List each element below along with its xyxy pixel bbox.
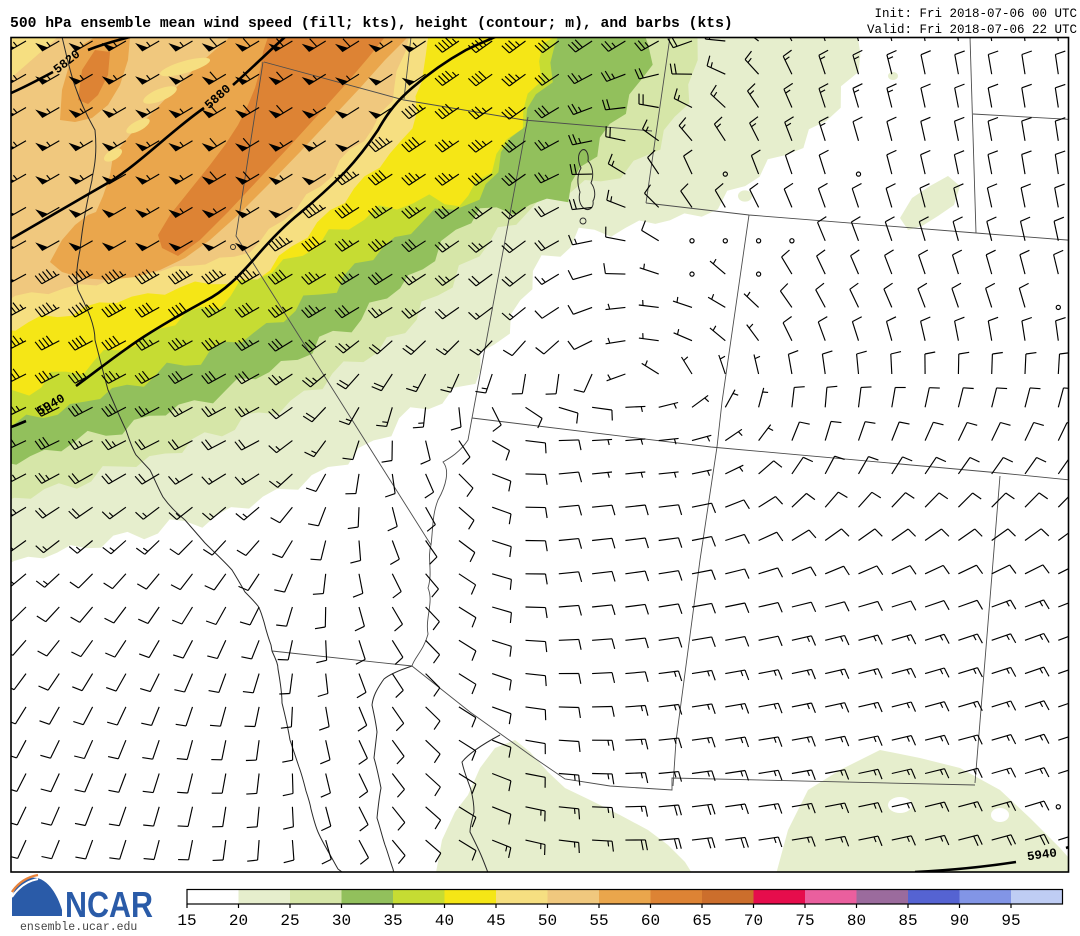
svg-text:40: 40 (435, 912, 454, 930)
svg-text:45: 45 (486, 912, 505, 930)
svg-text:Init: Fri 2018-07-06 00 UTC: Init: Fri 2018-07-06 00 UTC (874, 7, 1077, 21)
svg-text:Valid: Fri 2018-07-06 22 UTC: Valid: Fri 2018-07-06 22 UTC (867, 23, 1077, 37)
svg-text:65: 65 (692, 912, 711, 930)
svg-text:20: 20 (229, 912, 248, 930)
svg-text:55: 55 (589, 912, 608, 930)
svg-text:15: 15 (177, 912, 196, 930)
svg-text:50: 50 (538, 912, 557, 930)
svg-text:60: 60 (641, 912, 660, 930)
svg-text:70: 70 (744, 912, 763, 930)
svg-text:85: 85 (898, 912, 917, 930)
svg-text:NCAR: NCAR (65, 884, 153, 925)
svg-text:25: 25 (280, 912, 299, 930)
svg-text:80: 80 (847, 912, 866, 930)
svg-text:5940: 5940 (1026, 846, 1058, 864)
svg-text:75: 75 (795, 912, 814, 930)
svg-text:30: 30 (332, 912, 351, 930)
svg-text:35: 35 (383, 912, 402, 930)
svg-text:90: 90 (950, 912, 969, 930)
svg-text:95: 95 (1001, 912, 1020, 930)
svg-text:500 hPa ensemble mean wind spe: 500 hPa ensemble mean wind speed (fill; … (10, 16, 733, 32)
svg-text:ensemble.ucar.edu: ensemble.ucar.edu (20, 921, 137, 934)
